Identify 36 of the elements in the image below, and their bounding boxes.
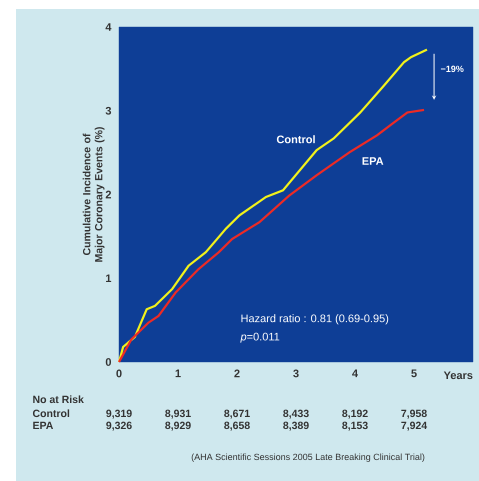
x-tick-label: 1: [176, 370, 181, 378]
x-tick-label: 3: [293, 370, 299, 378]
annotation: p=0.011: [240, 332, 280, 343]
text: 7,924: [401, 422, 428, 431]
text: (AHA Scientific Sessions 2005 Late Breaking Clinical Trial): [192, 453, 424, 462]
text: 8,192: [342, 410, 368, 419]
text: 9,319: [106, 410, 132, 419]
series-label: EPA: [362, 157, 384, 165]
text: 9,326: [106, 422, 132, 431]
x-tick-label: 2: [234, 370, 240, 378]
text: 7,958: [401, 410, 427, 419]
x-axis-title: Years: [444, 371, 472, 380]
text: EPA: [33, 422, 54, 429]
x-tick-label: 5: [411, 370, 417, 378]
y-tick-label: 0: [106, 358, 112, 366]
text: 8,671: [224, 410, 250, 419]
y-axis-title: Cumulative Incidence of Major Coronary Events (%): [82, 127, 104, 262]
text: 8,929: [165, 422, 191, 431]
y-tick-label: 1: [106, 274, 112, 282]
text: 8,433: [283, 410, 309, 419]
text: 8,153: [342, 422, 368, 431]
text: No at Risk: [33, 395, 84, 404]
text: 8,931: [165, 410, 191, 419]
x-tick-label: 4: [352, 370, 358, 378]
text: 8,389: [283, 422, 309, 431]
text: Control: [32, 409, 70, 418]
text: 8,658: [224, 422, 250, 431]
y-tick-label: 3: [106, 106, 112, 115]
line-series: [118, 108, 426, 364]
annotation: Hazard ratio : 0.81 (0.69-0.95): [241, 314, 388, 324]
series-label: Control: [276, 135, 315, 144]
annotation: −19%: [440, 66, 464, 72]
line-series: [118, 48, 428, 364]
x-tick-label: 0: [116, 370, 122, 378]
y-tick-label: 4: [106, 23, 112, 31]
y-tick-label: 2: [106, 190, 112, 198]
